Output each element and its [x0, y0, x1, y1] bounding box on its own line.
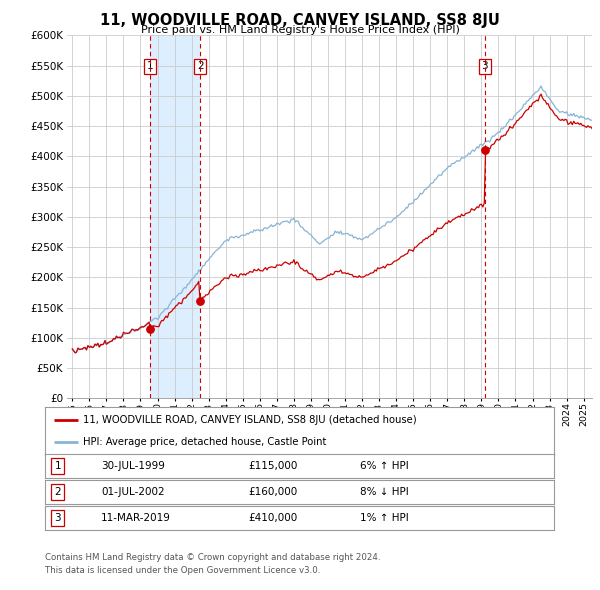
Point	[480, 146, 490, 155]
Text: £115,000: £115,000	[248, 461, 298, 471]
Text: 11-MAR-2019: 11-MAR-2019	[101, 513, 171, 523]
Text: 3: 3	[55, 513, 61, 523]
Text: 6% ↑ HPI: 6% ↑ HPI	[361, 461, 409, 471]
Point	[146, 324, 155, 333]
Text: 1: 1	[55, 461, 61, 471]
Point	[196, 297, 205, 306]
Text: 11, WOODVILLE ROAD, CANVEY ISLAND, SS8 8JU (detached house): 11, WOODVILLE ROAD, CANVEY ISLAND, SS8 8…	[83, 415, 417, 425]
Text: £410,000: £410,000	[248, 513, 298, 523]
Text: 1: 1	[147, 61, 154, 71]
Text: HPI: Average price, detached house, Castle Point: HPI: Average price, detached house, Cast…	[83, 437, 326, 447]
Text: 8% ↓ HPI: 8% ↓ HPI	[361, 487, 409, 497]
Text: 1% ↑ HPI: 1% ↑ HPI	[361, 513, 409, 523]
Text: 11, WOODVILLE ROAD, CANVEY ISLAND, SS8 8JU: 11, WOODVILLE ROAD, CANVEY ISLAND, SS8 8…	[100, 13, 500, 28]
Text: Price paid vs. HM Land Registry's House Price Index (HPI): Price paid vs. HM Land Registry's House …	[140, 25, 460, 35]
Text: 3: 3	[481, 61, 488, 71]
Text: 30-JUL-1999: 30-JUL-1999	[101, 461, 165, 471]
Text: 01-JUL-2002: 01-JUL-2002	[101, 487, 164, 497]
Text: Contains HM Land Registry data © Crown copyright and database right 2024.
This d: Contains HM Land Registry data © Crown c…	[45, 553, 380, 575]
Bar	[151, 35, 200, 398]
Text: £160,000: £160,000	[248, 487, 298, 497]
Text: 2: 2	[197, 61, 203, 71]
Text: 2: 2	[55, 487, 61, 497]
